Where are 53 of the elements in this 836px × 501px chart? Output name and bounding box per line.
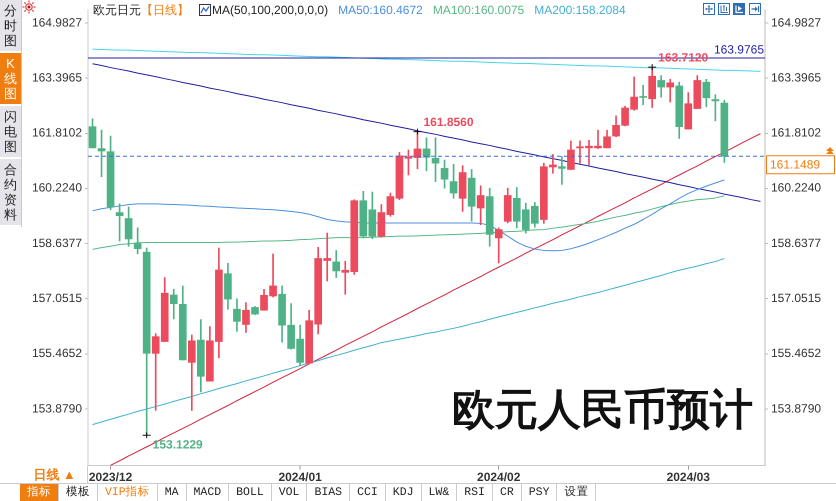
y2-tick-label: 155.4652 xyxy=(771,346,822,360)
text: 指标 xyxy=(20,484,59,501)
text: 模板 xyxy=(59,484,98,501)
text: 合约资料 xyxy=(0,159,21,227)
y2-tick-label: 163.3965 xyxy=(771,70,822,84)
candlestick xyxy=(98,130,106,178)
text: RSI xyxy=(457,484,493,501)
text: MA100:160.0075 xyxy=(432,3,524,17)
y-tick-label: 158.6377 xyxy=(32,236,82,250)
text: K线图 xyxy=(0,53,21,106)
annotation: 161.8560 xyxy=(423,114,474,129)
x-tick-label: 2024/01 xyxy=(278,470,322,484)
candlestick xyxy=(432,137,440,182)
text: PSY xyxy=(522,484,558,501)
y-tick-label: 160.2240 xyxy=(32,180,82,195)
text: MA xyxy=(158,484,187,501)
text: MA50:160.4672 xyxy=(338,3,423,17)
chart-title: 欧元日元 xyxy=(93,2,141,18)
y-tick-label: 157.0515 xyxy=(32,291,82,306)
text: BIAS xyxy=(307,484,350,501)
y2-tick-label: 153.8790 xyxy=(771,401,822,416)
text: MACD xyxy=(186,484,230,501)
text: 分时图 xyxy=(0,0,21,53)
y2-tick-label: 160.2240 xyxy=(771,180,822,195)
y2-tick-label: 161.8102 xyxy=(771,126,822,140)
y-tick-label: 163.3965 xyxy=(32,70,82,84)
y2-tick-label: 158.6377 xyxy=(771,236,822,250)
text: 闪电图 xyxy=(0,106,21,159)
annotation: 欧元人民币预计 xyxy=(452,386,753,434)
y2-tick-label: 164.9827 xyxy=(771,15,822,30)
x-tick-label: 2024/02 xyxy=(477,470,521,484)
text: CCI xyxy=(350,484,386,501)
text: 设置 xyxy=(557,484,596,501)
text: LW& xyxy=(422,484,458,501)
text: VOL xyxy=(272,484,308,501)
text: CR xyxy=(492,484,522,501)
legend-title: MA(50,100,200,0,0,0) xyxy=(212,3,328,17)
text: BOLL xyxy=(229,484,272,501)
text: KDJ xyxy=(386,484,422,501)
text: MA200:158.2084 xyxy=(534,3,626,17)
y2-tick-label: 157.0515 xyxy=(771,291,822,306)
text: 日线 ▲ xyxy=(22,466,88,483)
ref-line-label: 163.9765 xyxy=(714,42,764,56)
text: VIP指标 xyxy=(98,484,158,501)
chart-subtitle: 【日线】 xyxy=(141,2,189,18)
y-tick-label: 155.4652 xyxy=(32,346,82,360)
x-tick-label: 2024/03 xyxy=(666,470,710,484)
x-tick-label: 2023/12 xyxy=(88,470,133,484)
y-tick-label: 164.9827 xyxy=(32,15,82,30)
annotation: 153.1229 xyxy=(152,438,204,452)
y-tick-label: 161.8102 xyxy=(32,126,82,140)
y-tick-label: 153.8790 xyxy=(32,401,82,416)
ref-line-label: 161.1489 xyxy=(770,158,820,172)
